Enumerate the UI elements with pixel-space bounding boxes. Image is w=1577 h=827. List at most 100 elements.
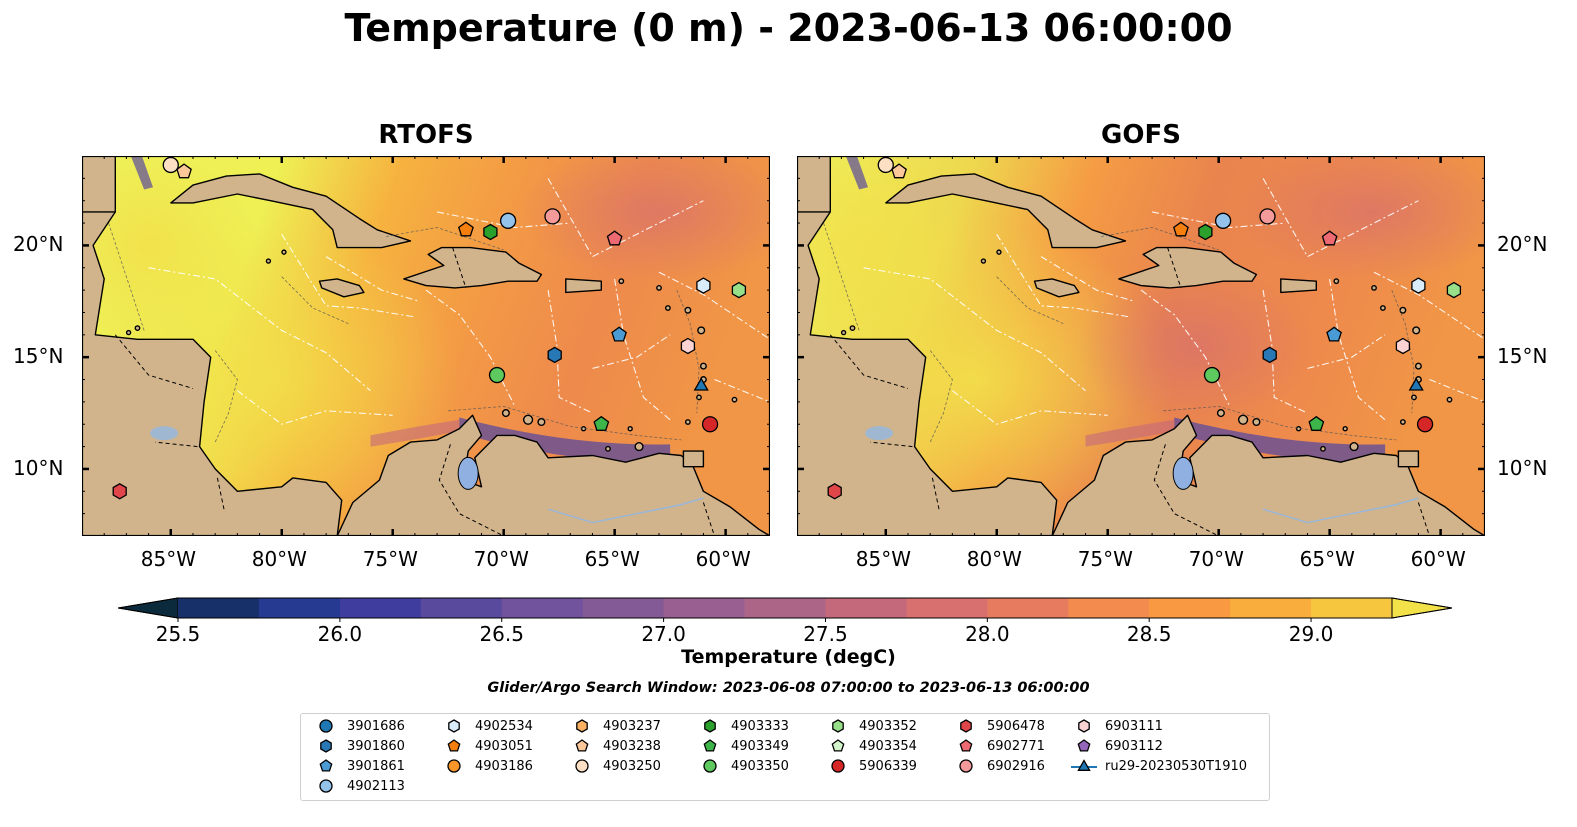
hexagon-marker-icon bbox=[704, 719, 716, 733]
colorbar-segment bbox=[906, 598, 988, 618]
legend-item-label: 5906478 bbox=[987, 718, 1045, 734]
legend-item: 4903333 bbox=[697, 716, 789, 736]
legend-item: 4903238 bbox=[569, 736, 661, 756]
legend-item: 4903051 bbox=[441, 736, 533, 756]
legend-item-label: 4903350 bbox=[731, 758, 789, 774]
hexagon-marker-icon bbox=[1078, 719, 1090, 733]
float-marker bbox=[1259, 208, 1276, 225]
land-yucatan bbox=[82, 156, 116, 213]
legend-item: 3901860 bbox=[313, 736, 405, 756]
pentagon-marker-icon bbox=[447, 739, 461, 752]
float-marker bbox=[731, 281, 747, 299]
float-marker bbox=[1262, 346, 1277, 364]
float-marker bbox=[112, 483, 127, 500]
colorbar-segment bbox=[1311, 598, 1393, 618]
land-jamaica bbox=[318, 278, 365, 298]
legend-item-label: 3901861 bbox=[347, 758, 405, 774]
float-marker bbox=[1408, 377, 1424, 391]
land-centralAmerica bbox=[797, 156, 1058, 536]
float-marker bbox=[1416, 416, 1434, 433]
float-marker bbox=[680, 337, 696, 355]
pentagon-marker-icon bbox=[319, 759, 333, 772]
colorbar-tick-label: 28.0 bbox=[965, 622, 1010, 646]
lon-tick-label: 85°W bbox=[140, 547, 196, 571]
colorbar-segment bbox=[825, 598, 907, 618]
legend-item: 4903350 bbox=[697, 756, 789, 776]
hexagon-marker-icon bbox=[320, 739, 332, 753]
float-marker bbox=[1198, 223, 1213, 241]
legend-item: 4903349 bbox=[697, 736, 789, 756]
float-marker bbox=[693, 377, 709, 391]
colorbar-segment bbox=[1068, 598, 1150, 618]
panel-title-gofs: GOFS bbox=[1101, 120, 1181, 150]
legend-item-label: 4903333 bbox=[731, 718, 789, 734]
legend-item-label: 4903051 bbox=[475, 738, 533, 754]
lat-tick-label-left: 15°N bbox=[13, 344, 64, 369]
legend-item: 4903352 bbox=[825, 716, 917, 736]
legend-item: 6903111 bbox=[1071, 716, 1163, 736]
legend-item: 6902771 bbox=[953, 736, 1045, 756]
lake-nicaragua bbox=[865, 426, 894, 441]
colorbar-label: Temperature (degC) bbox=[681, 646, 896, 668]
track-line-icon bbox=[1071, 759, 1097, 771]
legend-item: 4903186 bbox=[441, 756, 533, 776]
legend-item: 4903354 bbox=[825, 736, 917, 756]
float-marker bbox=[1214, 212, 1232, 229]
legend-item-label: 3901686 bbox=[347, 718, 405, 734]
colorbar-tick-label: 29.0 bbox=[1288, 622, 1334, 646]
legend-item: ru29-20230530T1910 bbox=[1071, 756, 1247, 776]
float-marker bbox=[488, 366, 506, 384]
land-puertoRico bbox=[565, 278, 602, 294]
colorbar-tick-label: 25.5 bbox=[155, 622, 201, 646]
legend-item-label: 4903238 bbox=[603, 738, 661, 754]
lon-tick-label: 65°W bbox=[584, 547, 640, 571]
pentagon-marker-icon bbox=[959, 739, 973, 752]
colorbar-segment bbox=[744, 598, 826, 618]
lon-tick-label: 60°W bbox=[1410, 547, 1466, 571]
legend-item-label: 4903354 bbox=[859, 738, 917, 754]
rtofs-map bbox=[82, 156, 770, 536]
float-marker bbox=[891, 163, 907, 179]
panel-title-rtofs: RTOFS bbox=[378, 120, 474, 150]
colorbar-tick-label: 27.5 bbox=[803, 622, 848, 646]
legend-item-label: 4903186 bbox=[475, 758, 533, 774]
lon-tick-label: 60°W bbox=[695, 547, 751, 571]
search-window-text: Glider/Argo Search Window: 2023-06-08 07… bbox=[487, 680, 1090, 696]
float-marker bbox=[1411, 277, 1426, 294]
legend-item-label: ru29-20230530T1910 bbox=[1105, 758, 1248, 774]
float-marker bbox=[1326, 326, 1342, 342]
land-puertoRico bbox=[1280, 278, 1317, 294]
land-cuba bbox=[885, 173, 1127, 249]
legend-item-label: 4902534 bbox=[475, 718, 533, 734]
lon-tick-label: 75°W bbox=[1077, 547, 1133, 571]
float-marker bbox=[1203, 366, 1221, 384]
legend: 3901686 3901860 3901861 4902113 4902534 49030… bbox=[300, 713, 1270, 801]
float-marker bbox=[1173, 221, 1189, 237]
float-marker bbox=[176, 163, 192, 179]
colorbar-segment bbox=[1149, 598, 1231, 618]
circle-marker-icon bbox=[959, 759, 973, 773]
lon-tick-label: 65°W bbox=[1299, 547, 1355, 571]
gofs-map bbox=[797, 156, 1485, 536]
land-cuba bbox=[170, 173, 412, 249]
lake-nicaragua bbox=[150, 426, 179, 441]
lat-tick-label-left: 20°N bbox=[13, 232, 64, 257]
float-marker bbox=[701, 416, 719, 433]
land-hispaniola bbox=[403, 246, 543, 289]
colorbar-segment bbox=[258, 598, 341, 618]
lat-tick-label-right: 15°N bbox=[1497, 344, 1548, 369]
legend-item-label: 6902916 bbox=[987, 758, 1045, 774]
lake-maracaibo bbox=[457, 456, 479, 490]
figure-title: Temperature (0 m) - 2023-06-13 06:00:00 bbox=[344, 6, 1233, 50]
legend-item-label: 4902113 bbox=[347, 778, 405, 794]
lon-tick-label: 70°W bbox=[1188, 547, 1244, 571]
legend-item-label: 4903237 bbox=[603, 718, 661, 734]
legend-item: 3901861 bbox=[313, 756, 405, 776]
colorbar-segment bbox=[501, 598, 584, 618]
circle-marker-icon bbox=[319, 719, 333, 733]
colorbar-tick-label: 28.5 bbox=[1126, 622, 1172, 646]
float-marker bbox=[458, 221, 474, 237]
land-hispaniola bbox=[1118, 246, 1258, 289]
colorbar-segment bbox=[663, 598, 746, 618]
pentagon-marker-icon bbox=[831, 739, 845, 752]
